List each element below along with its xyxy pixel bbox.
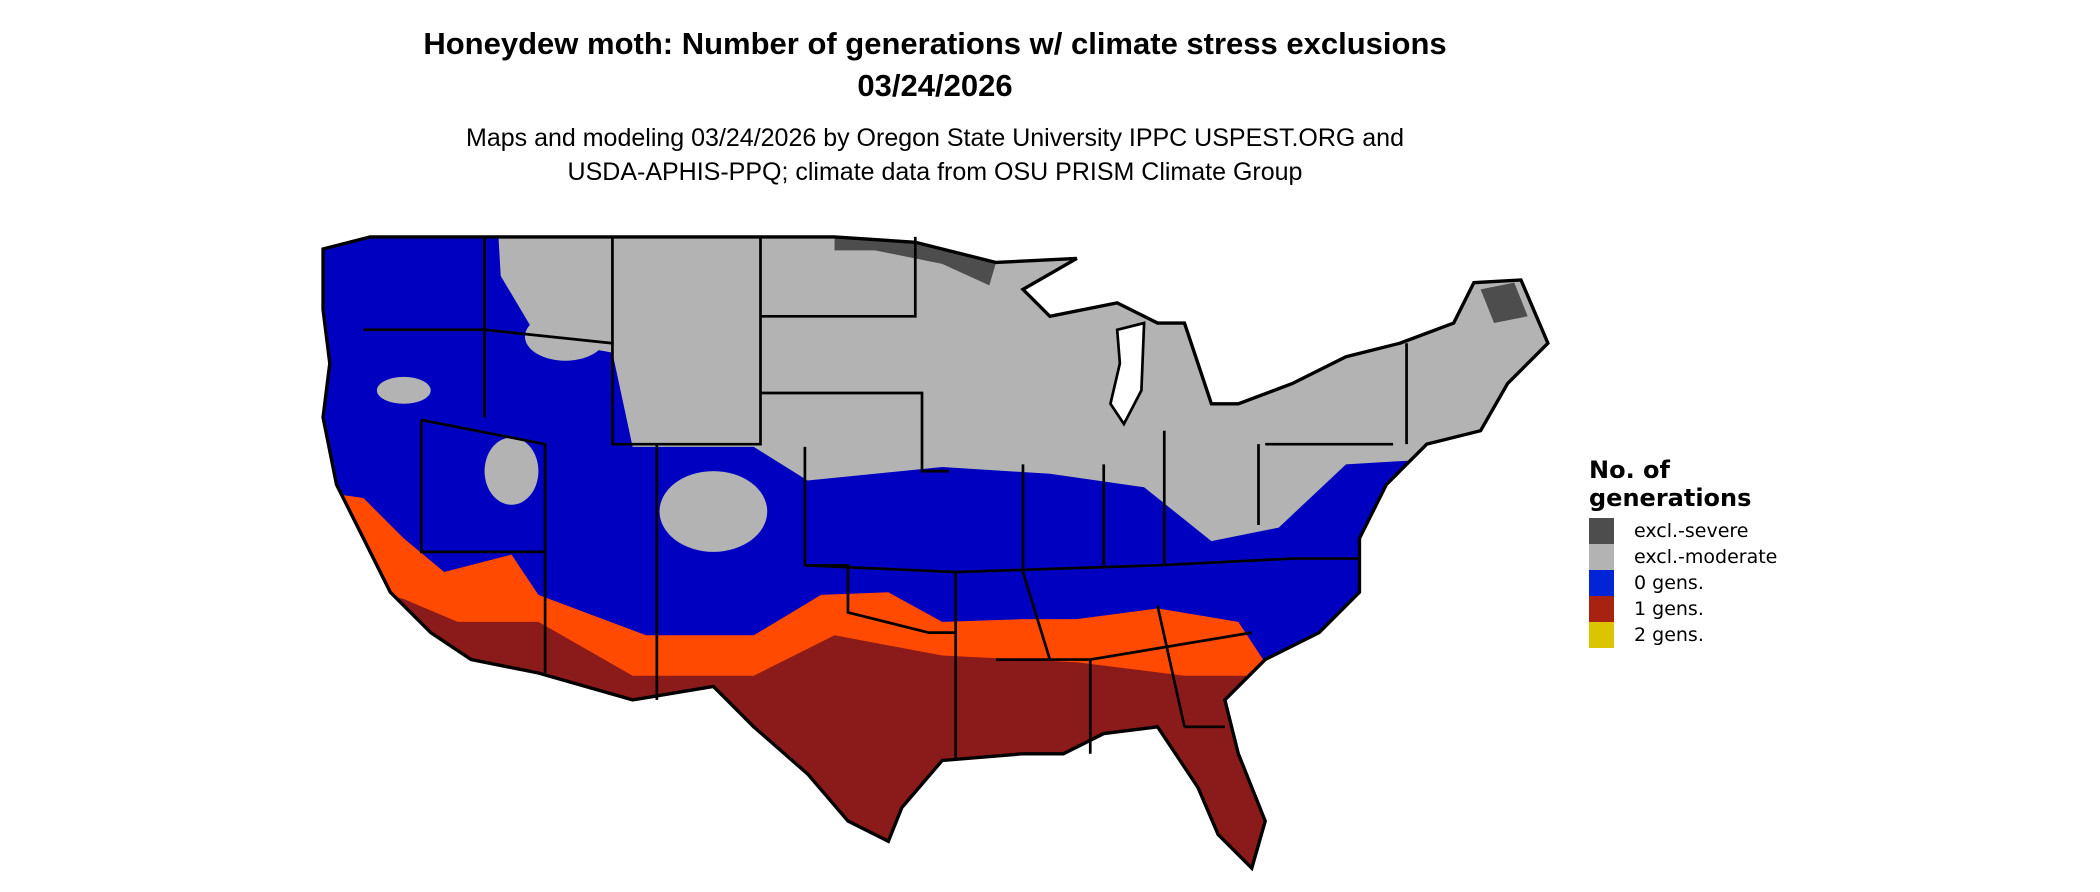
legend-label: 0 gens. [1634, 572, 1704, 594]
legend-title: No. of generations [1589, 456, 1777, 512]
lake-michigan [1109, 321, 1146, 427]
legend-title-line2: generations [1589, 484, 1752, 512]
legend-item: excl.-severe [1589, 518, 1777, 544]
region-excl-moderate-patch [484, 437, 539, 505]
region-2-gens [1204, 865, 1266, 869]
region-excl-moderate-patch [524, 312, 606, 361]
legend-swatch [1589, 622, 1614, 648]
region-excl-moderate-patch [659, 471, 768, 552]
legend-label: 1 gens. [1634, 598, 1704, 620]
legend-swatch [1589, 544, 1614, 570]
region-excl-moderate-patch [376, 376, 431, 404]
map-title-line2: 03/24/2026 [857, 68, 1013, 103]
legend-label: excl.-moderate [1634, 546, 1778, 568]
legend-swatch [1589, 518, 1614, 544]
region-excl-severe [1480, 282, 1528, 324]
state-borders [363, 236, 1408, 761]
region-excl-severe [834, 236, 997, 286]
legend-swatch [1589, 596, 1614, 622]
legend-label: excl.-severe [1634, 520, 1749, 542]
legend-item: 1 gens. [1589, 596, 1777, 622]
legend-item: 2 gens. [1589, 622, 1777, 648]
legend-item: excl.-moderate [1589, 544, 1777, 570]
subtitle-line1: Maps and modeling 03/24/2026 by Oregon S… [466, 124, 1404, 152]
legend-swatch [1589, 570, 1614, 596]
us-outline [321, 235, 1550, 872]
legend-label: 2 gens. [1634, 624, 1704, 646]
subtitle-line2: USDA-APHIS-PPQ; climate data from OSU PR… [567, 158, 1303, 186]
legend-title-line1: No. of [1589, 456, 1670, 484]
map-title-line1: Honeydew moth: Number of generations w/ … [423, 26, 1447, 61]
legend: No. of generations excl.-severe excl.-mod… [1589, 456, 1777, 648]
legend-item: 0 gens. [1589, 570, 1777, 596]
